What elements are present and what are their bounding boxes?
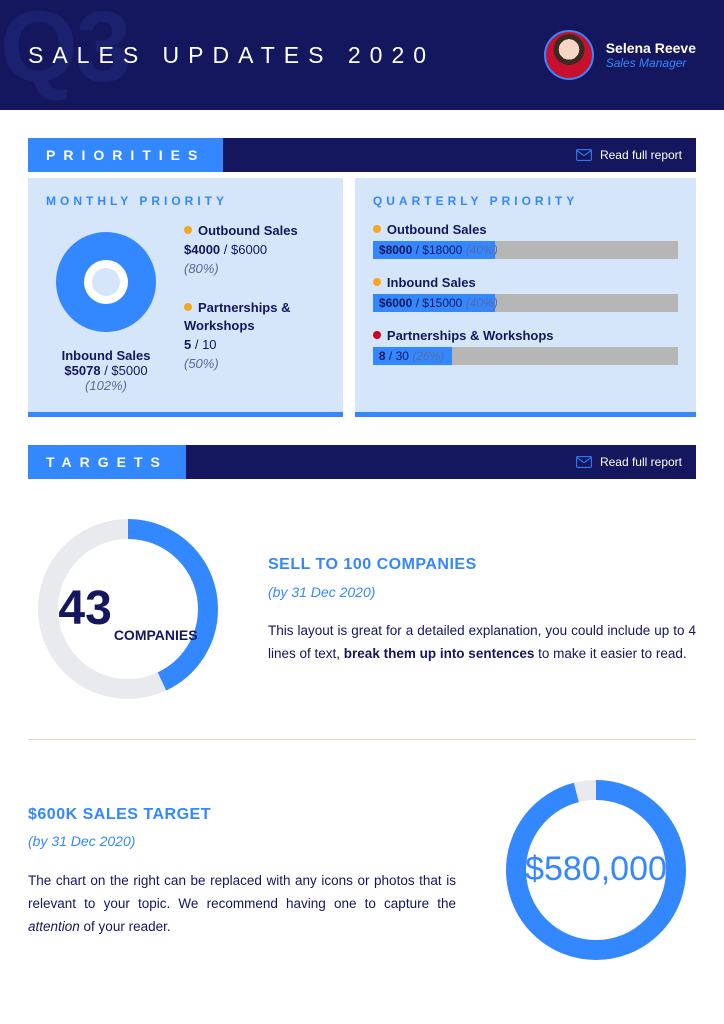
monthly-donut-value: $5078 (64, 363, 100, 378)
item-goal: 30 (396, 349, 409, 363)
item-goal: $18000 (422, 243, 462, 257)
targets-label: TARGETS (28, 445, 186, 479)
quarterly-priority-panel: QUARTERLY PRIORITY Outbound Sales $8000 /… (355, 178, 696, 417)
item-name: Outbound Sales (387, 222, 487, 237)
revenue-sub: (by 31 Dec 2020) (28, 830, 456, 854)
item-name: Partnerships & Workshops (184, 300, 290, 334)
item-name: Inbound Sales (387, 275, 476, 290)
mail-icon (576, 456, 592, 468)
item-goal: $15000 (422, 296, 462, 310)
user-role: Sales Manager (606, 56, 696, 70)
revenue-body-a: The chart on the right can be replaced w… (28, 873, 456, 911)
priorities-section-bar: PRIORITIES Read full report (28, 138, 696, 172)
item-value: 5 (184, 337, 191, 352)
monthly-priority-panel: MONTHLY PRIORITY Inbound Sales $5078 / $… (28, 178, 343, 417)
quarterly-heading: QUARTERLY PRIORITY (373, 194, 678, 208)
item-value: $4000 (184, 242, 220, 257)
targets-read-report-link[interactable]: Read full report (576, 455, 682, 469)
page-header: Q3 SALES UPDATES 2020 Selena Reeve Sales… (0, 0, 724, 110)
target-companies-row: 43 COMPANIES SELL TO 100 COMPANIES (by 3… (28, 509, 696, 709)
companies-ring: 43 COMPANIES (28, 509, 228, 709)
item-name: Outbound Sales (198, 223, 298, 238)
user-profile: Selena Reeve Sales Manager (544, 30, 696, 80)
user-name: Selena Reeve (606, 40, 696, 56)
quarterly-item: Outbound Sales $8000 / $18000 (40%) (373, 222, 678, 259)
priorities-label: PRIORITIES (28, 138, 223, 172)
item-value: $8000 (379, 243, 412, 257)
bullet-icon (184, 226, 192, 234)
targets-report-text: Read full report (600, 455, 682, 469)
progress-bar: 8 / 30 (26%) (373, 347, 678, 365)
companies-value: 43 (58, 581, 111, 636)
priorities-panels: MONTHLY PRIORITY Inbound Sales $5078 / $… (28, 178, 696, 417)
bullet-icon (373, 331, 381, 339)
target-revenue-row: $580,000 $600K SALES TARGET (by 31 Dec 2… (28, 770, 696, 970)
item-pct: (50%) (184, 356, 219, 371)
progress-bar: $6000 / $15000 (40%) (373, 294, 678, 312)
item-pct: (40%) (466, 243, 498, 257)
mail-icon (576, 149, 592, 161)
bullet-icon (184, 303, 192, 311)
item-pct: (80%) (184, 261, 219, 276)
priorities-report-text: Read full report (600, 148, 682, 162)
monthly-donut-name: Inbound Sales (62, 348, 151, 363)
priorities-read-report-link[interactable]: Read full report (576, 148, 682, 162)
bullet-icon (373, 278, 381, 286)
companies-body-b: break them up into sentences (344, 646, 535, 661)
revenue-body-c: of your reader. (80, 919, 171, 934)
quarterly-item: Partnerships & Workshops 8 / 30 (26%) (373, 328, 678, 365)
divider (28, 739, 696, 740)
item-goal: 10 (202, 337, 216, 352)
item-goal: $6000 (231, 242, 267, 257)
companies-heading: SELL TO 100 COMPANIES (268, 551, 696, 578)
revenue-value: $580,000 (525, 850, 667, 889)
quarterly-item: Inbound Sales $6000 / $15000 (40%) (373, 275, 678, 312)
item-pct: (26%) (412, 349, 444, 363)
quarterly-list: Outbound Sales $8000 / $18000 (40%) Inboun… (373, 222, 678, 365)
item-value: 8 (379, 349, 386, 363)
item-value: $6000 (379, 296, 412, 310)
revenue-ring: $580,000 (496, 770, 696, 970)
revenue-heading: $600K SALES TARGET (28, 801, 456, 828)
progress-bar: $8000 / $18000 (40%) (373, 241, 678, 259)
revenue-text: $600K SALES TARGET (by 31 Dec 2020) The … (28, 801, 456, 939)
item-name: Partnerships & Workshops (387, 328, 554, 343)
revenue-body-b: attention (28, 919, 80, 934)
monthly-side-item: Outbound Sales$4000 / $6000(80%) (184, 222, 325, 279)
page-title: SALES UPDATES 2020 (28, 42, 435, 69)
bullet-icon (373, 225, 381, 233)
targets-section-bar: TARGETS Read full report (28, 445, 696, 479)
monthly-donut: Inbound Sales $5078 / $5000 (102%) (46, 222, 166, 394)
monthly-side-list: Outbound Sales$4000 / $6000(80%)Partners… (184, 222, 325, 394)
item-pct: (40%) (466, 296, 498, 310)
monthly-heading: MONTHLY PRIORITY (46, 194, 325, 208)
monthly-side-item: Partnerships & Workshops5 / 10(50%) (184, 299, 325, 374)
companies-sub: (by 31 Dec 2020) (268, 581, 696, 605)
companies-text: SELL TO 100 COMPANIES (by 31 Dec 2020) T… (268, 551, 696, 666)
monthly-donut-goal: $5000 (111, 363, 147, 378)
avatar (544, 30, 594, 80)
companies-unit: COMPANIES (114, 627, 198, 643)
monthly-donut-pct: (102%) (46, 378, 166, 393)
companies-body-c: to make it easier to read. (534, 646, 686, 661)
donut-icon (46, 222, 166, 342)
